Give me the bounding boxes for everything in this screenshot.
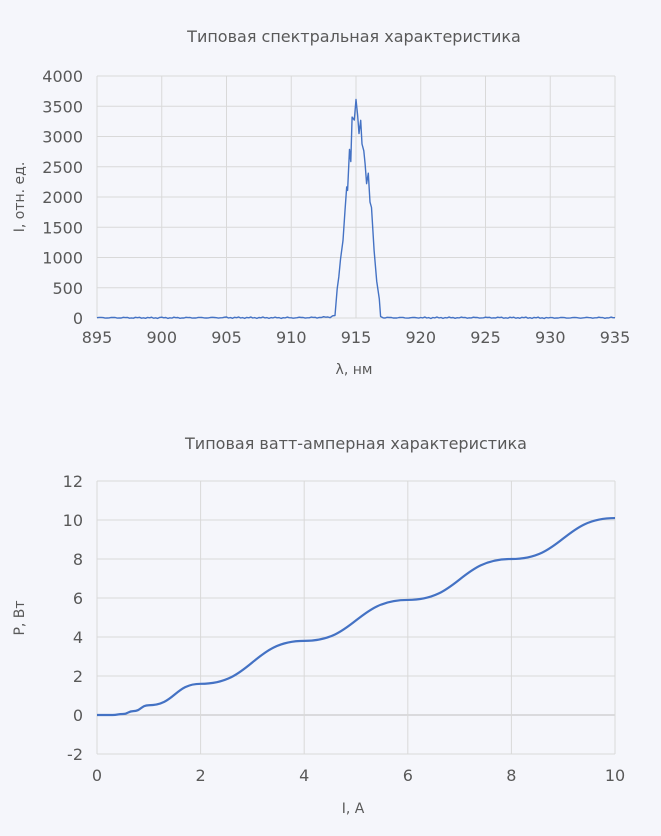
x-tick-label: 8 (506, 766, 516, 785)
y-tick-label: 4000 (42, 67, 83, 86)
y-tick-label: 3000 (42, 128, 83, 147)
y-tick-label: 1000 (42, 249, 83, 268)
x-tick-label: 0 (92, 766, 102, 785)
grid (96, 480, 616, 755)
x-tick-label: 905 (211, 328, 242, 347)
y-tick-label: 1500 (42, 218, 83, 237)
y-tick-label: 500 (52, 279, 83, 298)
x-tick-label: 935 (600, 328, 631, 347)
x-tick-label: 920 (405, 328, 436, 347)
chart-title: Типовая спектральная характеристика (186, 27, 521, 46)
y-axis-label: I, отн. ед. (12, 162, 28, 233)
y-tick-label: 12 (63, 472, 83, 491)
x-tick-label: 4 (299, 766, 309, 785)
x-axis-label: I, A (342, 801, 365, 817)
y-tick-label: 6 (73, 589, 83, 608)
chart-title: Типовая ватт-амперная характеристика (184, 434, 527, 453)
y-tick-label: 2 (73, 667, 83, 686)
x-axis-label: λ, нм (336, 362, 373, 378)
x-tick-label: 900 (146, 328, 177, 347)
x-tick-label: 10 (605, 766, 625, 785)
x-tick-label: 930 (535, 328, 566, 347)
spectral-chart: Типовая спектральная характеристика λ, н… (12, 27, 630, 378)
x-tick-label: 2 (196, 766, 206, 785)
y-tick-label: -2 (67, 745, 83, 764)
y-tick-label: 0 (73, 706, 83, 725)
x-tick-label: 915 (341, 328, 372, 347)
grid (96, 75, 616, 319)
watt-ampere-chart: Типовая ватт-амперная характеристика I, … (12, 434, 625, 817)
series-line (96, 98, 616, 320)
y-tick-label: 3500 (42, 97, 83, 116)
series-line (97, 516, 616, 717)
y-tick-label: 2000 (42, 188, 83, 207)
x-tick-label: 6 (403, 766, 413, 785)
y-tick-label: 0 (73, 309, 83, 328)
x-tick-label: 910 (276, 328, 307, 347)
y-axis-label: P, Вт (12, 600, 28, 635)
y-tick-label: 2500 (42, 158, 83, 177)
x-tick-label: 895 (82, 328, 113, 347)
y-tick-label: 10 (63, 511, 83, 530)
y-tick-label: 8 (73, 550, 83, 569)
y-tick-label: 4 (73, 628, 83, 647)
x-tick-label: 925 (470, 328, 501, 347)
